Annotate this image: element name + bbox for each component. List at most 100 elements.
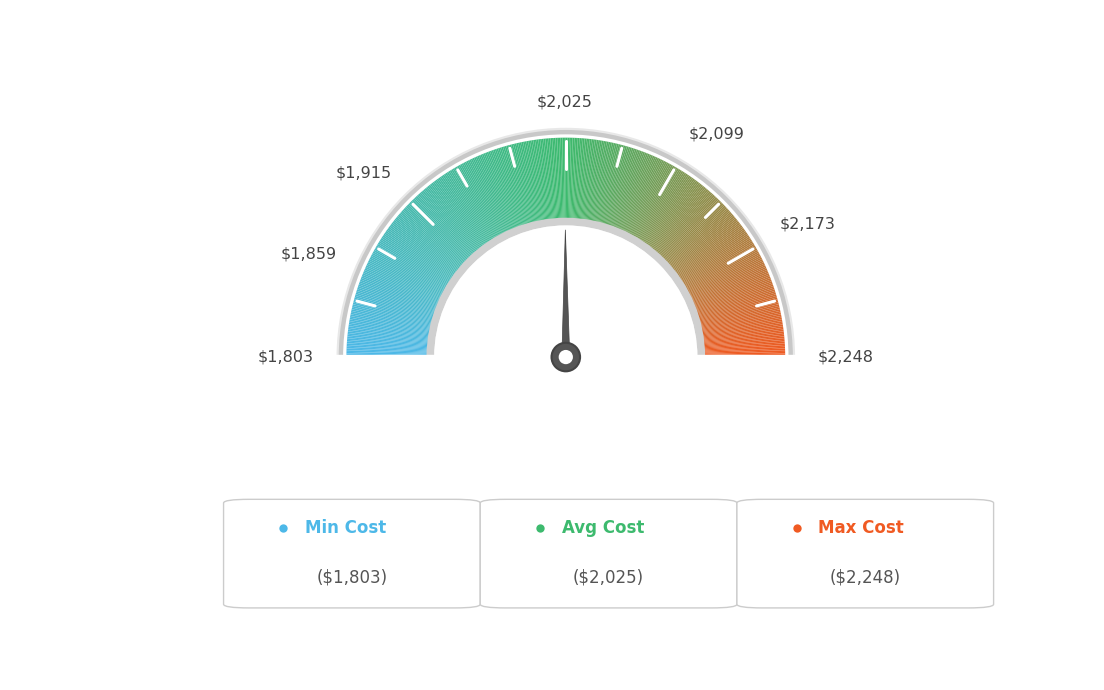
Wedge shape <box>540 139 551 222</box>
Wedge shape <box>619 156 655 233</box>
Wedge shape <box>392 223 458 275</box>
Wedge shape <box>376 246 448 288</box>
Wedge shape <box>593 142 611 224</box>
Wedge shape <box>517 143 537 224</box>
Wedge shape <box>677 231 746 279</box>
Wedge shape <box>608 148 635 228</box>
Wedge shape <box>410 202 469 262</box>
Wedge shape <box>350 317 432 334</box>
Wedge shape <box>381 238 452 284</box>
Wedge shape <box>368 261 444 298</box>
Wedge shape <box>352 304 434 325</box>
Wedge shape <box>362 273 440 306</box>
Wedge shape <box>408 203 469 262</box>
Wedge shape <box>375 247 448 290</box>
Circle shape <box>552 343 580 371</box>
Wedge shape <box>495 149 523 228</box>
Wedge shape <box>647 181 699 249</box>
Wedge shape <box>353 299 435 322</box>
Text: $2,173: $2,173 <box>779 217 836 232</box>
Wedge shape <box>693 279 772 310</box>
Wedge shape <box>595 143 615 224</box>
Wedge shape <box>497 148 523 228</box>
Wedge shape <box>469 159 507 235</box>
Wedge shape <box>385 231 455 279</box>
Wedge shape <box>479 155 512 233</box>
Wedge shape <box>415 196 474 258</box>
Wedge shape <box>584 139 597 222</box>
Wedge shape <box>645 179 694 247</box>
Wedge shape <box>628 162 668 237</box>
Wedge shape <box>701 335 784 344</box>
Text: Max Cost: Max Cost <box>818 519 904 537</box>
Wedge shape <box>454 168 498 240</box>
Wedge shape <box>694 288 775 315</box>
Wedge shape <box>700 319 783 335</box>
Wedge shape <box>609 150 638 228</box>
Wedge shape <box>698 302 778 324</box>
Wedge shape <box>404 208 466 266</box>
Wedge shape <box>672 221 740 274</box>
Text: $2,099: $2,099 <box>689 127 744 141</box>
Wedge shape <box>386 230 455 279</box>
Wedge shape <box>659 197 718 259</box>
Wedge shape <box>686 253 760 293</box>
Wedge shape <box>421 191 477 255</box>
Wedge shape <box>559 138 563 221</box>
Wedge shape <box>665 206 725 264</box>
Wedge shape <box>678 234 749 282</box>
Wedge shape <box>427 186 480 252</box>
Text: $1,915: $1,915 <box>336 166 392 181</box>
Wedge shape <box>357 291 436 317</box>
Wedge shape <box>550 138 558 221</box>
Wedge shape <box>700 326 783 339</box>
Wedge shape <box>378 242 449 287</box>
Wedge shape <box>622 157 658 233</box>
Wedge shape <box>354 296 435 320</box>
Wedge shape <box>691 271 768 305</box>
Wedge shape <box>533 140 546 223</box>
Wedge shape <box>644 177 692 246</box>
Wedge shape <box>699 313 781 331</box>
Wedge shape <box>347 342 431 348</box>
Text: $1,859: $1,859 <box>280 246 337 262</box>
Wedge shape <box>702 345 785 351</box>
Wedge shape <box>500 148 526 228</box>
Wedge shape <box>347 340 431 348</box>
Wedge shape <box>439 177 488 246</box>
Wedge shape <box>661 201 721 261</box>
Wedge shape <box>549 138 556 221</box>
Wedge shape <box>637 170 682 242</box>
Wedge shape <box>664 204 724 263</box>
Wedge shape <box>639 172 684 243</box>
Wedge shape <box>480 155 513 232</box>
Wedge shape <box>569 138 573 221</box>
Wedge shape <box>702 355 785 357</box>
Wedge shape <box>420 193 476 256</box>
Wedge shape <box>552 138 559 221</box>
Wedge shape <box>700 316 782 333</box>
Wedge shape <box>667 209 730 266</box>
Wedge shape <box>481 154 514 231</box>
Text: Min Cost: Min Cost <box>305 519 386 537</box>
Wedge shape <box>693 281 772 311</box>
Wedge shape <box>649 184 702 250</box>
Wedge shape <box>442 175 489 245</box>
Wedge shape <box>697 297 777 321</box>
Text: $2,248: $2,248 <box>818 350 874 364</box>
Wedge shape <box>477 156 512 233</box>
Wedge shape <box>338 129 794 357</box>
Wedge shape <box>571 138 576 221</box>
FancyBboxPatch shape <box>223 500 480 608</box>
Wedge shape <box>373 250 447 291</box>
Wedge shape <box>691 270 768 304</box>
Wedge shape <box>679 237 750 284</box>
Wedge shape <box>382 235 453 282</box>
Wedge shape <box>677 230 745 279</box>
Wedge shape <box>654 189 709 254</box>
Wedge shape <box>696 289 775 316</box>
Wedge shape <box>392 221 459 274</box>
FancyBboxPatch shape <box>480 500 737 608</box>
Wedge shape <box>501 147 527 227</box>
Text: ($2,248): ($2,248) <box>830 568 901 586</box>
